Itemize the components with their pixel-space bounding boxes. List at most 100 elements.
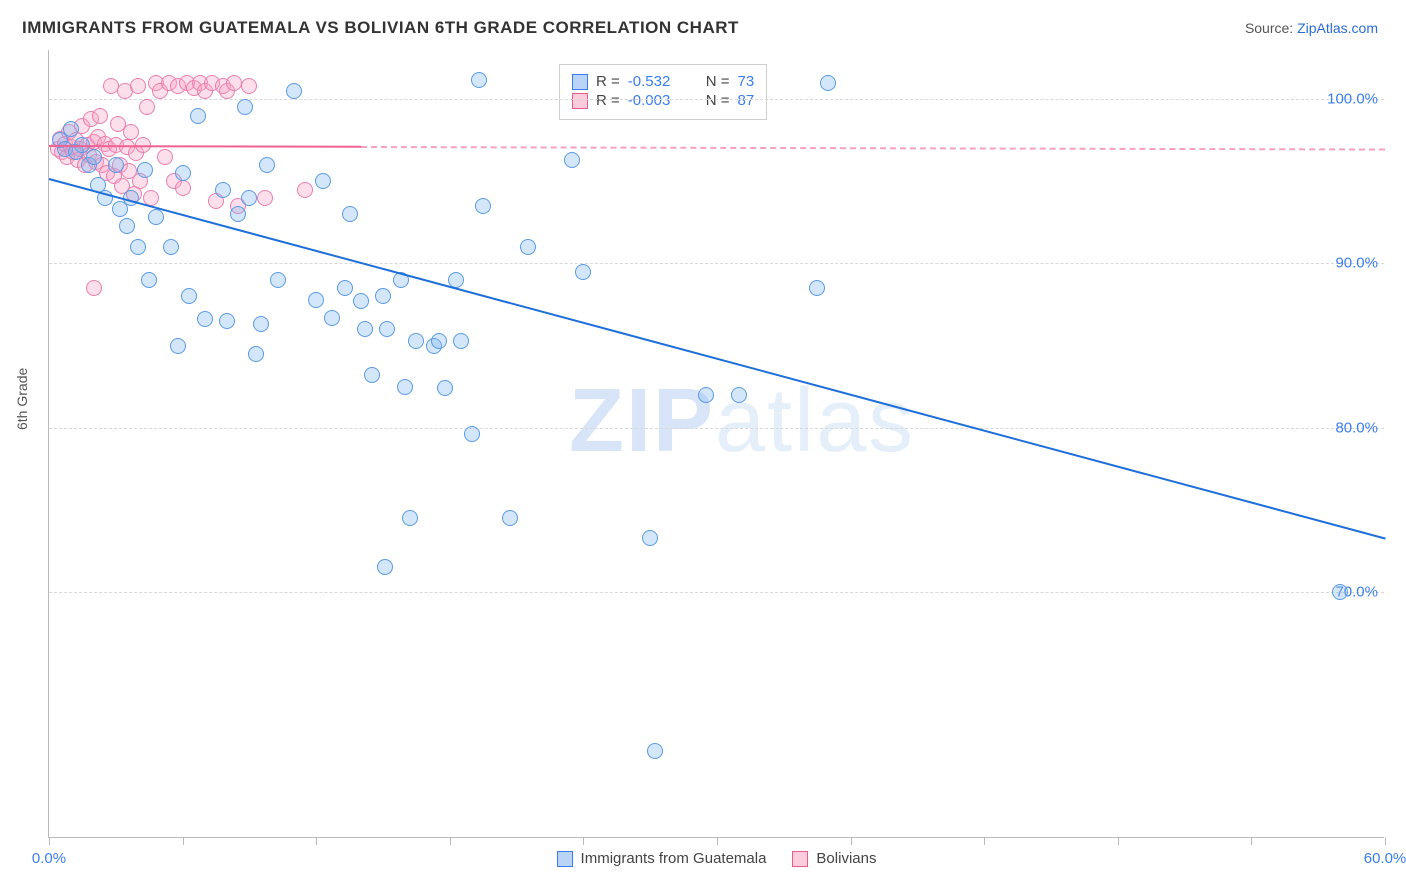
x-tick xyxy=(984,837,985,845)
data-point xyxy=(377,559,393,575)
source-label: Source: xyxy=(1245,20,1297,36)
data-point xyxy=(471,72,487,88)
data-point xyxy=(502,510,518,526)
legend-r-label: R = xyxy=(596,92,620,109)
data-point xyxy=(219,313,235,329)
legend-row: R =-0.532N =73 xyxy=(572,73,754,90)
x-tick xyxy=(1251,837,1252,845)
data-point xyxy=(86,149,102,165)
legend-n-label: N = xyxy=(706,92,730,109)
data-point xyxy=(379,321,395,337)
data-point xyxy=(259,157,275,173)
data-point xyxy=(342,206,358,222)
data-point xyxy=(130,239,146,255)
gridline xyxy=(49,428,1384,429)
y-tick-label: 90.0% xyxy=(1335,255,1378,272)
data-point xyxy=(647,743,663,759)
data-point xyxy=(92,108,108,124)
data-point xyxy=(248,346,264,362)
data-point xyxy=(437,380,453,396)
data-point xyxy=(181,288,197,304)
source-attribution: Source: ZipAtlas.com xyxy=(1245,20,1378,36)
data-point xyxy=(270,272,286,288)
data-point xyxy=(230,206,246,222)
x-tick xyxy=(183,837,184,845)
x-tick-label: 60.0% xyxy=(1364,850,1406,867)
y-tick-label: 80.0% xyxy=(1335,419,1378,436)
data-point xyxy=(175,180,191,196)
x-tick xyxy=(583,837,584,845)
legend-item: Bolivians xyxy=(792,850,876,867)
legend-label: Immigrants from Guatemala xyxy=(581,850,767,867)
y-axis-label: 6th Grade xyxy=(14,368,30,430)
data-point xyxy=(308,292,324,308)
data-point xyxy=(475,198,491,214)
data-point xyxy=(63,121,79,137)
data-point xyxy=(324,310,340,326)
x-tick xyxy=(1118,837,1119,845)
legend-row: R =-0.003N =87 xyxy=(572,92,754,109)
data-point xyxy=(141,272,157,288)
data-point xyxy=(1332,584,1348,600)
data-point xyxy=(257,190,273,206)
data-point xyxy=(315,173,331,189)
legend-r-value: -0.003 xyxy=(628,92,698,109)
x-tick xyxy=(450,837,451,845)
watermark-brand: ZIP xyxy=(569,371,715,471)
data-point xyxy=(375,288,391,304)
data-point xyxy=(86,280,102,296)
data-point xyxy=(163,239,179,255)
legend-r-value: -0.532 xyxy=(628,73,698,90)
legend-swatch xyxy=(792,851,808,867)
data-point xyxy=(197,311,213,327)
data-point xyxy=(357,321,373,337)
x-tick xyxy=(49,837,50,845)
data-point xyxy=(157,149,173,165)
x-tick xyxy=(1385,837,1386,845)
correlation-legend: R =-0.532N =73R =-0.003N =87 xyxy=(559,64,767,120)
series-legend: Immigrants from Guatemala Bolivians xyxy=(557,850,877,867)
data-point xyxy=(364,367,380,383)
data-point xyxy=(464,426,480,442)
data-point xyxy=(190,108,206,124)
gridline xyxy=(49,263,1384,264)
x-tick-label: 0.0% xyxy=(32,850,66,867)
data-point xyxy=(170,338,186,354)
x-tick xyxy=(717,837,718,845)
data-point xyxy=(520,239,536,255)
data-point xyxy=(139,99,155,115)
legend-swatch xyxy=(572,74,588,90)
data-point xyxy=(353,293,369,309)
legend-label: Bolivians xyxy=(816,850,876,867)
data-point xyxy=(408,333,424,349)
x-tick xyxy=(851,837,852,845)
watermark: ZIPatlas xyxy=(569,370,915,473)
data-point xyxy=(575,264,591,280)
data-point xyxy=(397,379,413,395)
data-point xyxy=(820,75,836,91)
data-point xyxy=(431,333,447,349)
legend-swatch xyxy=(557,851,573,867)
data-point xyxy=(241,190,257,206)
data-point xyxy=(137,162,153,178)
data-point xyxy=(402,510,418,526)
legend-item: Immigrants from Guatemala xyxy=(557,850,767,867)
data-point xyxy=(148,209,164,225)
data-point xyxy=(642,530,658,546)
data-point xyxy=(297,182,313,198)
x-tick xyxy=(316,837,317,845)
trendline xyxy=(361,146,1385,151)
y-tick-label: 100.0% xyxy=(1327,91,1378,108)
legend-r-label: R = xyxy=(596,73,620,90)
data-point xyxy=(253,316,269,332)
data-point xyxy=(237,99,253,115)
source-link[interactable]: ZipAtlas.com xyxy=(1297,20,1378,36)
data-point xyxy=(108,157,124,173)
data-point xyxy=(119,218,135,234)
scatter-plot-area: ZIPatlas R =-0.532N =73R =-0.003N =87 Im… xyxy=(48,50,1384,838)
data-point xyxy=(175,165,191,181)
data-point xyxy=(809,280,825,296)
data-point xyxy=(286,83,302,99)
gridline xyxy=(49,592,1384,593)
data-point xyxy=(453,333,469,349)
